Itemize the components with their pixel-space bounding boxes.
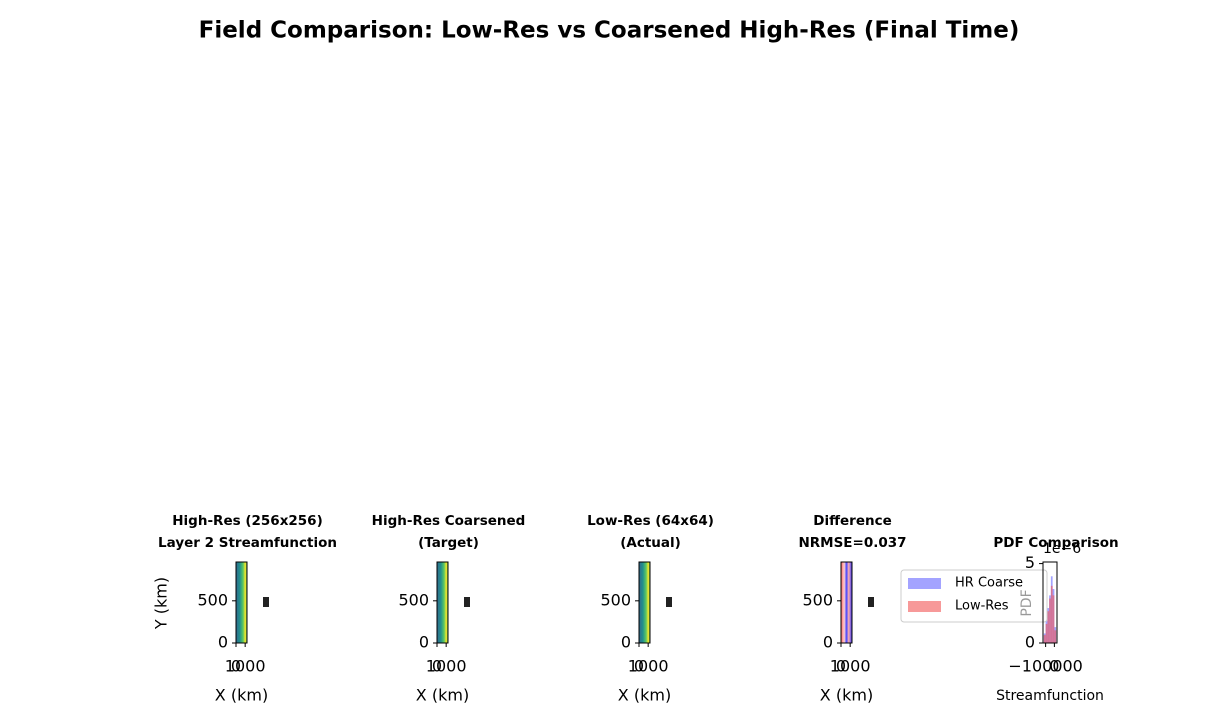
x-tick-label: 1000 <box>830 657 871 676</box>
y-axis-label: Y (km) <box>152 577 171 630</box>
figure-title: Field Comparison: Low-Res vs Coarsened H… <box>199 18 1020 44</box>
panel-title: NRMSE=0.037 <box>798 535 906 551</box>
image <box>236 562 247 643</box>
hist-bar <box>1047 611 1050 643</box>
y-axis-label: PDF <box>1019 589 1035 616</box>
hist-bar <box>1054 630 1057 643</box>
hist-bar <box>1050 585 1053 643</box>
x-tick-label: 0 <box>836 657 846 676</box>
legend-swatch <box>908 578 941 589</box>
image <box>841 562 852 643</box>
legend-label: HR Coarse <box>955 576 1023 591</box>
y-offset: 1e−6 <box>1043 541 1081 557</box>
x-tick-label: 0 <box>1049 657 1059 676</box>
x-axis-label: X (km) <box>820 686 873 705</box>
hist-bar <box>1043 635 1046 643</box>
colorbar <box>666 597 672 607</box>
colorbar <box>868 597 874 607</box>
legend-label: Low-Res <box>955 599 1009 614</box>
x-axis-label: Streamfunction <box>996 688 1104 704</box>
panel-title: PDF Comparison <box>993 535 1118 551</box>
y-tick-label: 0 <box>419 633 429 652</box>
y-tick-label: 0 <box>1025 633 1035 652</box>
panel-title: (Actual) <box>620 535 681 551</box>
hist-bar <box>1045 623 1048 643</box>
axes-frame <box>638 561 651 644</box>
hist-bar <box>1049 598 1051 643</box>
image <box>639 562 650 643</box>
colorbar <box>263 597 269 607</box>
axes-frame <box>235 561 248 644</box>
x-tick-label: −100000 <box>1008 657 1082 676</box>
y-tick-label: 500 <box>600 590 631 609</box>
y-tick-label: 5 <box>1025 553 1035 572</box>
y-tick-label: 500 <box>398 590 429 609</box>
panel-title: High-Res Coarsened <box>372 513 526 529</box>
x-axis-label: X (km) <box>215 686 268 705</box>
y-tick-label: 500 <box>197 590 228 609</box>
colorbar <box>464 597 470 607</box>
panel-title: Difference <box>813 513 892 529</box>
y-tick-label: 0 <box>621 633 631 652</box>
x-tick-label: 1000 <box>225 657 266 676</box>
x-axis-label: X (km) <box>618 686 671 705</box>
panel-title: (Target) <box>418 535 479 551</box>
y-tick-label: 500 <box>802 590 833 609</box>
hist-bar <box>1052 595 1055 643</box>
legend-swatch <box>908 601 941 612</box>
panel-title: High-Res (256x256) <box>172 513 323 529</box>
panel-title: Low-Res (64x64) <box>587 513 714 529</box>
x-axis-label: X (km) <box>416 686 469 705</box>
panel-title: Layer 2 Streamfunction <box>158 535 337 551</box>
y-tick-label: 0 <box>823 633 833 652</box>
y-tick-label: 0 <box>218 633 228 652</box>
x-tick-label: 0 <box>634 657 644 676</box>
image <box>437 562 448 643</box>
x-tick-label: 0 <box>432 657 442 676</box>
axes-frame <box>840 561 853 644</box>
x-tick-label: 1000 <box>426 657 467 676</box>
x-tick-label: 1000 <box>628 657 669 676</box>
x-tick-label: 0 <box>231 657 241 676</box>
axes-frame <box>436 561 449 644</box>
axes-frame <box>1042 561 1058 644</box>
